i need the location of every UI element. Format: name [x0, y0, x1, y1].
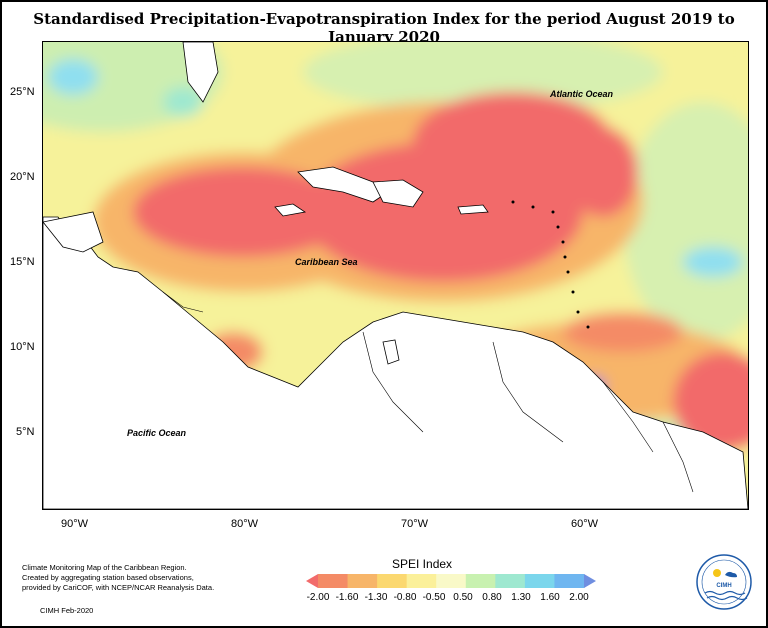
lat-tick-15n: 15°N	[10, 256, 35, 268]
legend-swatch	[495, 574, 526, 588]
legend-label: -0.50	[422, 592, 446, 603]
cimh-logo: CIMH	[696, 554, 752, 610]
legend-label: 0.50	[453, 592, 473, 603]
legend-swatch	[406, 574, 437, 588]
lat-tick-10n: 10°N	[10, 341, 35, 353]
legend-arrow-high	[584, 574, 596, 588]
logo-text: CIMH	[716, 583, 731, 589]
cloud-icon	[725, 571, 737, 578]
lon-tick-70w: 70°W	[401, 518, 429, 530]
credit-line-1: Climate Monitoring Map of the Caribbean …	[22, 563, 187, 572]
lon-tick-80w: 80°W	[231, 518, 259, 530]
legend-label: -1.60	[335, 592, 359, 603]
credit-text: Climate Monitoring Map of the Caribbean …	[22, 563, 214, 593]
country-borders	[162, 291, 694, 493]
legend-label: 1.30	[511, 592, 531, 603]
land-outlines	[43, 42, 748, 509]
legend-swatch	[347, 574, 378, 588]
credit-date: CIMH Feb-2020	[40, 606, 94, 615]
credit-line-2: Created by aggregating station based obs…	[22, 573, 194, 582]
lat-tick-20n: 20°N	[10, 171, 35, 183]
lat-tick-25n: 25°N	[10, 86, 35, 98]
legend-arrow-low	[306, 574, 318, 588]
legend-label: 0.80	[482, 592, 502, 603]
legend-swatch	[377, 574, 408, 588]
legend-label: -1.30	[364, 592, 388, 603]
lon-tick-60w: 60°W	[571, 518, 599, 530]
sun-icon	[713, 569, 721, 577]
credit-line-3: provided by CariCOF, with NCEP/NCAR Rean…	[22, 583, 215, 592]
lat-tick-5n: 5°N	[16, 426, 35, 438]
legend-swatch	[554, 574, 585, 588]
map-canvas	[43, 42, 748, 509]
caribbean-sea-label: Caribbean Sea	[295, 257, 358, 267]
legend-swatch	[465, 574, 496, 588]
legend-labels: -2.00 -1.60 -1.30 -0.80 -0.50 0.50 0.80 …	[307, 592, 589, 606]
legend-swatch	[318, 574, 349, 588]
legend-label: 1.60	[540, 592, 560, 603]
legend-swatch	[524, 574, 555, 588]
legend-swatch	[436, 574, 467, 588]
pacific-ocean-label: Pacific Ocean	[127, 428, 187, 438]
legend-title: SPEI Index	[392, 557, 453, 571]
atlantic-ocean-label: Atlantic Ocean	[550, 89, 614, 99]
lon-tick-90w: 90°W	[61, 518, 89, 530]
legend-label: -0.80	[393, 592, 417, 603]
island-dots	[511, 200, 590, 329]
legend-colorbar	[306, 574, 596, 588]
legend-label: 2.00	[569, 592, 589, 603]
legend-label: -2.00	[306, 592, 330, 603]
spei-map: Atlantic Ocean Caribbean Sea Pacific Oce…	[42, 41, 749, 510]
